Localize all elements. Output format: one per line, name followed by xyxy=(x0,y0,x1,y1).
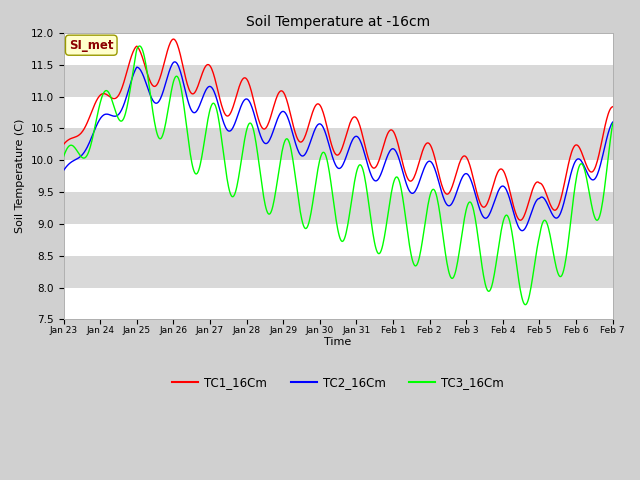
Bar xyxy=(63,224,612,256)
Bar xyxy=(63,160,612,192)
Bar xyxy=(63,256,612,288)
Title: Soil Temperature at -16cm: Soil Temperature at -16cm xyxy=(246,15,430,29)
Bar xyxy=(63,192,612,224)
Y-axis label: Soil Temperature (C): Soil Temperature (C) xyxy=(15,119,25,233)
Legend: TC1_16Cm, TC2_16Cm, TC3_16Cm: TC1_16Cm, TC2_16Cm, TC3_16Cm xyxy=(168,371,509,394)
Bar xyxy=(63,33,612,65)
X-axis label: Time: Time xyxy=(324,337,352,348)
Text: SI_met: SI_met xyxy=(69,39,113,52)
Bar xyxy=(63,65,612,96)
Bar xyxy=(63,96,612,129)
Bar xyxy=(63,288,612,319)
Bar xyxy=(63,129,612,160)
